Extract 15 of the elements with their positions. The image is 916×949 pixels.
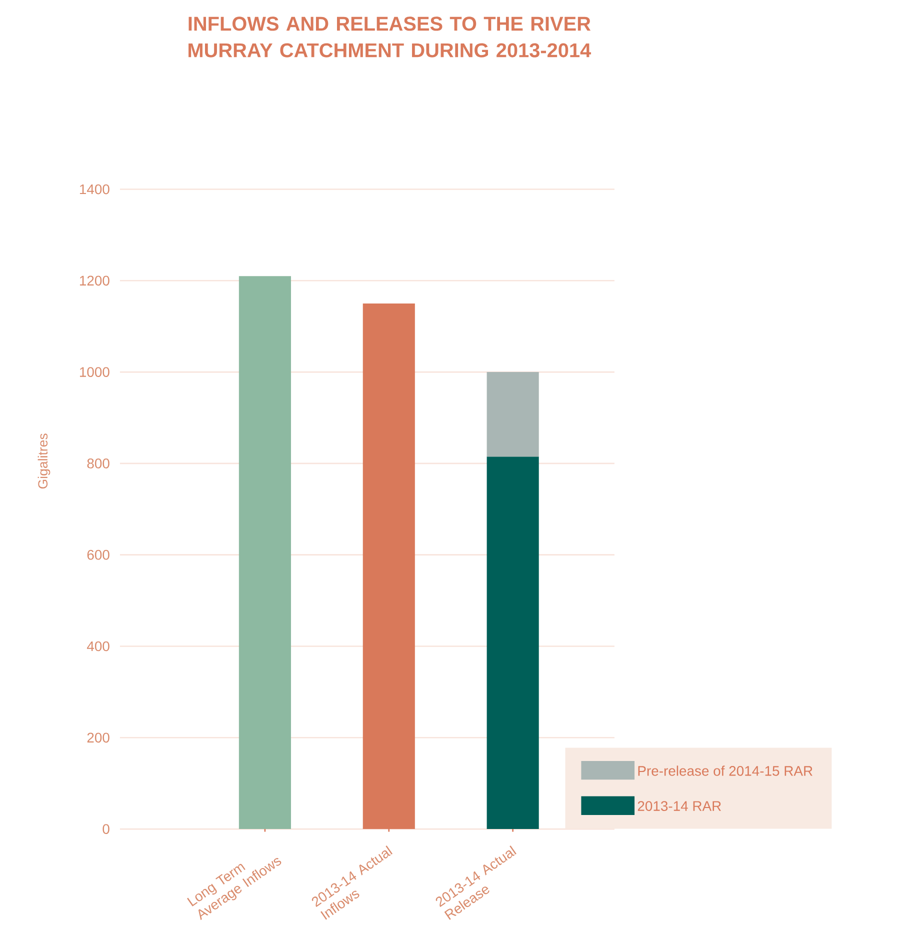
bar <box>486 372 540 457</box>
y-tick-label: 400 <box>87 641 110 652</box>
y-tick-label: 1200 <box>80 276 110 286</box>
bar <box>239 276 292 830</box>
y-tick-label: 200 <box>88 732 110 743</box>
y-axis-title: Gigalitres <box>38 434 50 489</box>
y-tick-label: 0 <box>102 824 110 834</box>
chart-title: INFLOWS AND RELEASES TO THE RIVER MURRAY CATCHMENT DURING 2013-2014 <box>188 16 592 58</box>
bar <box>486 456 540 830</box>
y-tick-label: 1400 <box>80 184 110 194</box>
y-tick-label: 800 <box>87 458 110 468</box>
legend-label: Pre-release of 2014-15 RAR <box>638 766 813 776</box>
legend-label: 2013-14 RAR <box>638 801 722 811</box>
y-tick-label: 1000 <box>80 367 110 377</box>
y-tick-label: 600 <box>88 550 110 560</box>
